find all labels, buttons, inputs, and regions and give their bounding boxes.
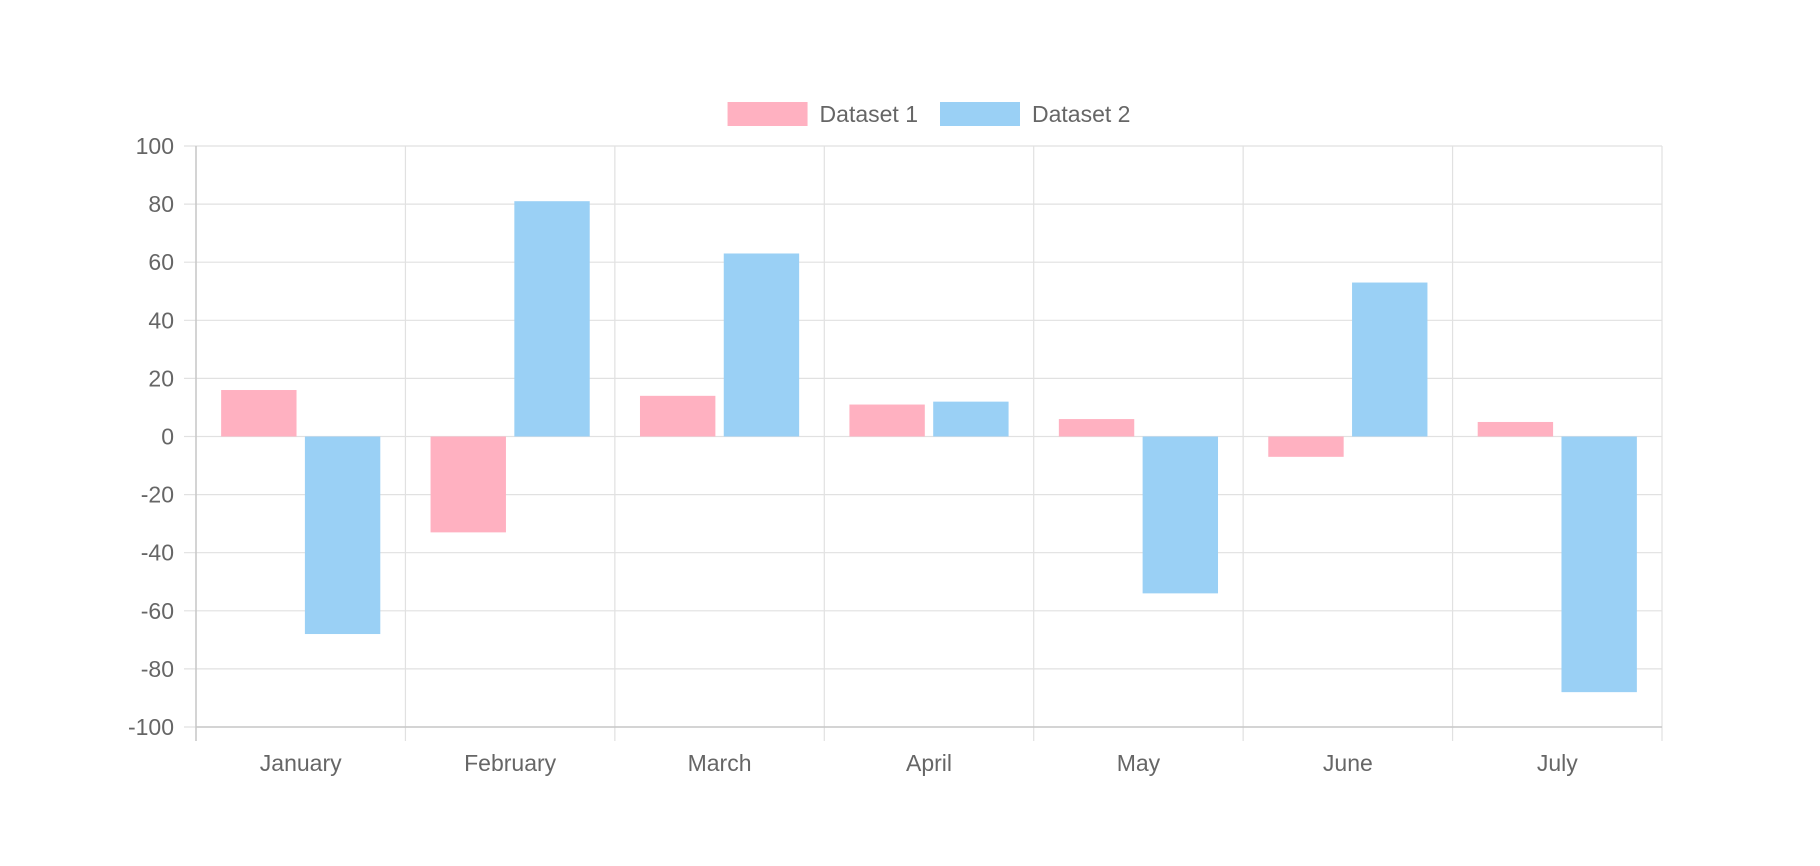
bar-dataset-1	[1477, 421, 1554, 437]
legend-label: Dataset 2	[1032, 101, 1130, 127]
x-tick-label: May	[1117, 750, 1161, 776]
y-tick-label: 0	[161, 424, 174, 450]
bars-layer	[221, 201, 1637, 693]
legend-swatch	[727, 102, 808, 126]
legend-swatch	[940, 102, 1020, 126]
y-tick-label: 100	[136, 133, 174, 159]
x-tick-label: March	[688, 750, 752, 776]
bar-dataset-1	[849, 404, 925, 437]
y-tick-label: 40	[148, 307, 174, 333]
bar-dataset-1	[639, 395, 716, 437]
x-tick-label: February	[464, 750, 557, 776]
x-tick-label: April	[906, 750, 952, 776]
y-tick-label: -80	[141, 656, 174, 682]
y-tick-label: 60	[148, 249, 174, 275]
y-tick-label: -100	[128, 714, 174, 740]
bar-dataset-1	[430, 436, 506, 533]
y-tick-label: -60	[141, 598, 174, 624]
bar-dataset-2	[1561, 436, 1637, 693]
y-tick-label: -40	[141, 540, 174, 566]
bar-dataset-2	[1352, 282, 1428, 437]
grid-layer	[184, 145, 1663, 741]
bar-dataset-2	[1142, 436, 1219, 594]
bar-dataset-1	[1268, 436, 1344, 457]
bar-dataset-1	[1058, 419, 1135, 437]
x-tick-label: June	[1323, 750, 1373, 776]
legend: Dataset 1 Dataset 2	[727, 101, 1130, 127]
bar-dataset-2	[514, 201, 590, 437]
bar-dataset-2	[304, 436, 381, 635]
y-tick-label: 80	[148, 191, 174, 217]
bar-dataset-2	[723, 253, 800, 437]
legend-label: Dataset 1	[820, 101, 918, 127]
x-tick-label: July	[1537, 750, 1578, 776]
x-tick-label: January	[260, 750, 342, 776]
bar-dataset-1	[221, 390, 297, 437]
axis-layer: 100 80 60 40 20 0 -20 -40 -60 -80 -100 January Febru…	[128, 133, 1662, 776]
y-tick-label: -20	[141, 482, 174, 508]
y-tick-label: 20	[148, 365, 174, 391]
bar-dataset-2	[933, 401, 1009, 437]
